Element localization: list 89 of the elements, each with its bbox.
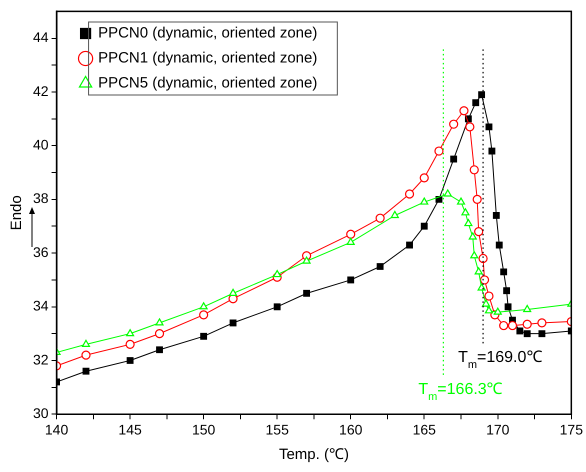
point	[522, 320, 532, 329]
point	[500, 268, 508, 276]
point	[472, 99, 480, 106]
point	[230, 319, 236, 326]
point	[465, 122, 474, 132]
point	[434, 146, 444, 156]
point	[444, 189, 452, 197]
point	[492, 212, 500, 219]
y-tick-label: 40	[32, 136, 49, 153]
point	[126, 329, 134, 336]
point	[504, 303, 512, 310]
x-tick-label: 165	[412, 421, 436, 438]
point	[154, 329, 164, 338]
point	[456, 197, 466, 205]
point	[478, 91, 486, 98]
point	[81, 350, 91, 360]
point	[484, 291, 494, 301]
point	[499, 320, 508, 330]
point	[523, 304, 532, 312]
point	[488, 148, 496, 154]
y-tick-label: 42	[32, 82, 49, 99]
point	[420, 222, 428, 230]
point	[472, 194, 482, 204]
y-tick-label: 38	[32, 190, 49, 206]
legend-label: PPCN5 (dynamic, oriented zone)	[98, 74, 318, 92]
x-axis-title: Temp. (℃)	[278, 446, 349, 464]
point	[156, 346, 163, 354]
x-tick-label: 140	[44, 421, 68, 438]
point	[420, 197, 428, 205]
y-tick-label: 36	[32, 244, 49, 260]
point	[508, 320, 518, 330]
point	[420, 173, 429, 182]
point	[450, 156, 458, 163]
point	[496, 242, 503, 248]
x-tick-label: 150	[192, 421, 216, 438]
point	[199, 310, 208, 320]
point	[155, 318, 164, 326]
point	[538, 330, 546, 338]
point	[346, 238, 355, 245]
point	[82, 340, 90, 347]
point	[126, 357, 134, 364]
point	[376, 214, 385, 223]
point	[404, 189, 414, 199]
point	[482, 300, 490, 307]
y-tick-label: 34	[32, 298, 49, 314]
point	[273, 270, 282, 278]
point	[200, 332, 208, 340]
legend-label: PPCN1 (dynamic, oriented zone)	[98, 50, 318, 67]
point	[376, 263, 384, 270]
x-tick-label: 145	[118, 421, 142, 438]
point	[470, 165, 479, 174]
y-tick-label: 30	[32, 405, 49, 422]
point	[474, 227, 484, 236]
point	[406, 242, 413, 248]
point	[390, 210, 399, 218]
point	[228, 288, 238, 296]
point	[486, 123, 492, 130]
point	[480, 275, 490, 285]
point	[474, 267, 483, 274]
x-tick-label: 155	[266, 421, 290, 438]
x-tick-label: 170	[486, 421, 510, 438]
point	[461, 208, 470, 216]
point	[303, 290, 310, 297]
point	[478, 254, 488, 264]
y-tick-label: 44	[32, 29, 49, 46]
point	[484, 306, 494, 314]
point	[516, 328, 524, 334]
point	[524, 330, 531, 338]
point	[537, 318, 547, 328]
point	[494, 308, 502, 315]
point	[459, 106, 469, 116]
point	[82, 368, 90, 375]
x-tick-label: 160	[339, 421, 363, 438]
point	[478, 283, 486, 291]
x-tick-label: 175	[560, 421, 584, 438]
point	[449, 120, 458, 129]
y-axis-title: Endo	[8, 195, 26, 230]
point	[503, 287, 510, 294]
point	[464, 218, 472, 226]
point	[126, 340, 135, 349]
point	[347, 276, 354, 284]
point	[274, 303, 281, 310]
y-tick-label: 32	[32, 351, 49, 368]
legend-label: PPCN0 (dynamic, oriented zone)	[98, 24, 318, 42]
point	[346, 230, 356, 239]
point	[470, 251, 478, 258]
point	[302, 256, 311, 264]
point	[468, 232, 477, 240]
point	[200, 302, 208, 310]
